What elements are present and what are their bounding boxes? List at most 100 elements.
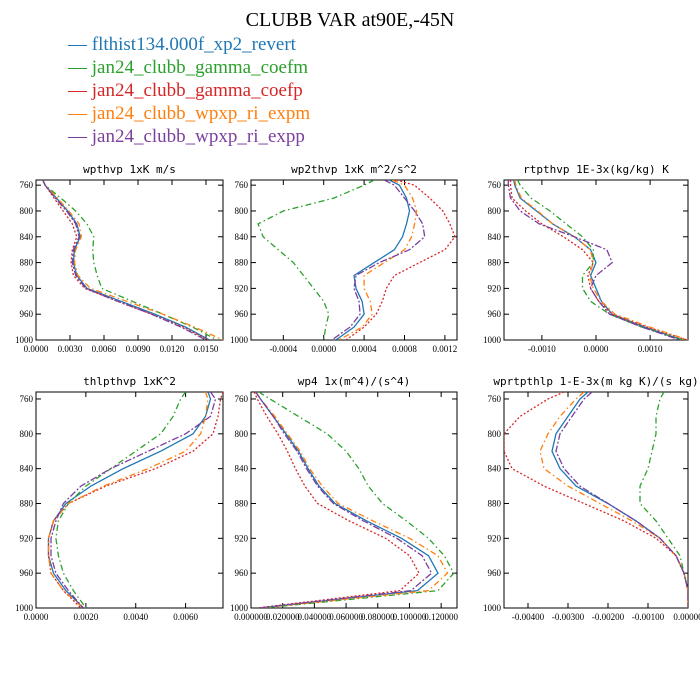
y-tick-label: 760 xyxy=(20,180,34,190)
x-tick-label: -0.00300 xyxy=(552,612,585,622)
y-tick-label: 920 xyxy=(488,533,502,543)
series-line xyxy=(255,392,439,608)
y-tick-label: 960 xyxy=(20,568,34,578)
legend-label: — jan24_clubb_wpxp_ri_expp xyxy=(67,126,305,147)
plot-frame xyxy=(250,179,458,341)
x-tick-label: -0.00100 xyxy=(632,612,665,622)
plot-frame xyxy=(35,179,224,341)
x-tick-label: 0.0004 xyxy=(352,344,377,354)
series-group xyxy=(253,392,455,608)
y-tick-label: 920 xyxy=(488,283,502,293)
panel-title: wpthvp 1xK m/s xyxy=(83,163,176,176)
series-line xyxy=(47,392,223,608)
plot-frame xyxy=(503,391,689,609)
x-tick-label: 0.040000 xyxy=(298,612,332,622)
panel-title: rtpthvp 1E-3x(kg/kg) K xyxy=(523,163,669,176)
x-tick-label: -0.0004 xyxy=(269,344,297,354)
x-tick-label: 0.0000 xyxy=(24,612,49,622)
x-tick-label: 0.0090 xyxy=(126,344,151,354)
x-tick-label: -0.00200 xyxy=(592,612,625,622)
x-tick-label: 0.120000 xyxy=(424,612,458,622)
x-tick-label: -0.00400 xyxy=(512,612,545,622)
x-tick-label: 0.0010 xyxy=(638,344,663,354)
y-tick-label: 840 xyxy=(20,232,34,242)
x-tick-label: 0.0000 xyxy=(584,344,609,354)
y-tick-label: 800 xyxy=(235,206,249,216)
series-line xyxy=(42,180,207,340)
x-tick-label: 0.0120 xyxy=(160,344,185,354)
legend-label: — jan24_clubb_gamma_coefp xyxy=(67,80,303,101)
y-tick-label: 880 xyxy=(235,498,249,508)
legend-label: — jan24_clubb_gamma_coefm xyxy=(67,57,308,78)
series-line xyxy=(42,180,218,340)
y-tick-label: 800 xyxy=(235,429,249,439)
y-tick-label: 920 xyxy=(20,283,34,293)
y-tick-label: 1000 xyxy=(230,603,249,613)
panel-title: wp4 1x(m^4)/(s^4) xyxy=(298,375,411,388)
y-tick-label: 920 xyxy=(20,533,34,543)
y-tick-label: 880 xyxy=(235,258,249,268)
series-group xyxy=(257,180,456,340)
y-tick-label: 800 xyxy=(488,429,502,439)
series-line xyxy=(55,392,187,608)
legend-item: — jan24_clubb_gamma_coefm xyxy=(67,57,308,78)
series-line xyxy=(42,180,223,340)
figure-title: CLUBB VAR at90E,-45N xyxy=(246,9,455,31)
y-tick-label: 840 xyxy=(235,232,249,242)
series-line xyxy=(345,180,456,340)
x-tick-label: 0.0020 xyxy=(73,612,98,622)
series-line xyxy=(47,392,212,608)
panel: thlpthvp 1xK^276080084088092096010000.00… xyxy=(15,375,224,622)
series-group xyxy=(504,392,688,608)
series-line xyxy=(555,392,688,608)
series-line xyxy=(258,392,455,608)
x-tick-label: -0.0010 xyxy=(528,344,556,354)
y-tick-label: 880 xyxy=(488,258,502,268)
y-tick-label: 880 xyxy=(20,258,34,268)
series-line xyxy=(514,180,688,340)
y-tick-label: 800 xyxy=(20,429,34,439)
y-tick-label: 960 xyxy=(488,309,502,319)
panel: wp2thvp 1xK m^2/s^2 760 800 840 880 920 960 100… xyxy=(230,163,458,354)
series-line xyxy=(253,392,420,608)
y-tick-label: 880 xyxy=(488,498,502,508)
series-group xyxy=(507,180,688,340)
plot-frame xyxy=(503,179,689,341)
y-tick-label: 800 xyxy=(20,206,34,216)
series-line xyxy=(335,180,411,340)
series-line xyxy=(255,392,433,608)
panel-title: thlpthvp 1xK^2 xyxy=(83,375,176,388)
legend-item: — jan24_clubb_wpxp_ri_expp xyxy=(67,126,305,147)
y-tick-label: 760 xyxy=(20,394,34,404)
y-tick-label: 960 xyxy=(235,568,249,578)
x-tick-label: 0.0060 xyxy=(173,612,198,622)
series-line xyxy=(47,392,209,608)
y-tick-label: 760 xyxy=(488,394,502,404)
series-line xyxy=(255,392,449,608)
series-line xyxy=(539,392,688,608)
series-line xyxy=(516,180,683,340)
y-tick-label: 760 xyxy=(488,180,502,190)
series-line xyxy=(257,180,375,340)
panel-title: wp2thvp 1xK m^2/s^2 xyxy=(291,163,417,176)
y-tick-label: 960 xyxy=(20,309,34,319)
x-tick-label: 0.0012 xyxy=(433,344,458,354)
x-tick-label: 0.0040 xyxy=(123,612,148,622)
series-line xyxy=(551,392,688,608)
legend-item: — jan24_clubb_wpxp_ri_expm xyxy=(67,103,310,124)
x-tick-label: 0.060000 xyxy=(329,612,363,622)
panel: wpthvp 1xK m/s76080084088092096010000.00… xyxy=(15,163,224,354)
y-tick-label: 1000 xyxy=(483,603,502,613)
panel: wp4 1x(m^4)/(s^4)76080084088092096010000… xyxy=(230,375,459,622)
series-line xyxy=(639,392,688,608)
y-tick-label: 960 xyxy=(488,568,502,578)
plot-frame xyxy=(250,391,458,609)
y-tick-label: 760 xyxy=(235,394,249,404)
x-tick-label: 0.080000 xyxy=(361,612,395,622)
x-tick-label: 0.0060 xyxy=(92,344,117,354)
panel-title: wprtpthlp 1-E-3x(m kg K)/(s kg) xyxy=(493,375,698,388)
panel: rtpthvp 1E-3x(kg/kg) K 760 800 840 880 920 960… xyxy=(483,163,689,354)
x-tick-label: 0.0000 xyxy=(24,344,49,354)
series-line xyxy=(504,392,688,608)
